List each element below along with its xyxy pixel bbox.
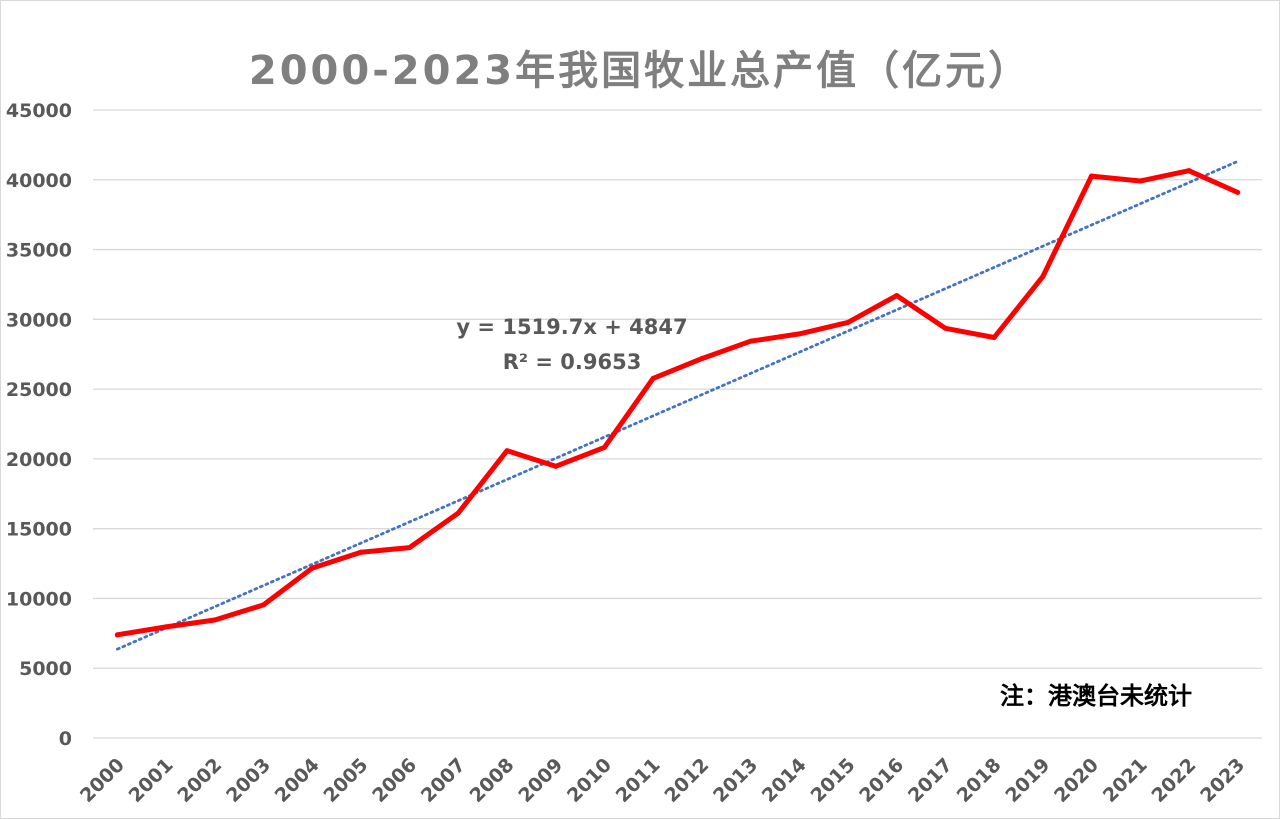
data-point (260, 602, 266, 608)
data-point (845, 319, 851, 325)
x-tick-label: 2006 (368, 754, 421, 807)
x-tick-label: 2020 (1050, 754, 1103, 807)
x-tick-label: 2015 (807, 754, 860, 807)
x-tick-label: 2011 (612, 754, 665, 807)
x-tick-label: 2010 (563, 754, 616, 807)
data-point (650, 375, 656, 381)
x-tick-label: 2012 (660, 754, 713, 807)
data-point (309, 565, 315, 571)
y-tick-label: 30000 (6, 309, 72, 331)
data-point (407, 545, 413, 551)
data-point (942, 325, 948, 331)
x-tick-label: 2018 (953, 754, 1006, 807)
x-tick-label: 2009 (514, 754, 567, 807)
chart-title: 2000-2023年我国牧业总产值（亿元） (248, 48, 1032, 94)
data-point (991, 335, 997, 341)
data-point (1186, 168, 1192, 174)
x-tick-label: 2002 (173, 754, 226, 807)
note-text: 注：港澳台未统计 (1000, 682, 1192, 710)
trendline (115, 159, 1240, 651)
data-point (796, 331, 802, 337)
x-tick-label: 2021 (1099, 754, 1152, 807)
data-point (358, 549, 364, 555)
data-points (114, 168, 1241, 638)
x-tick-label: 2014 (758, 754, 811, 807)
y-tick-label: 20000 (6, 449, 72, 471)
gridlines (93, 109, 1262, 739)
data-point (212, 617, 218, 623)
y-tick-label: 25000 (6, 379, 72, 401)
y-axis-ticks: 0 5000 10000 15000 20000 25000 30000 35000 40000… (6, 100, 72, 750)
x-tick-label: 2008 (466, 754, 519, 807)
y-tick-label: 0 (59, 728, 72, 750)
x-tick-label: 2001 (125, 754, 178, 807)
x-tick-label: 2016 (855, 754, 908, 807)
data-point (114, 632, 120, 638)
data-point (601, 444, 607, 450)
x-tick-label: 2004 (271, 754, 324, 807)
x-tick-label: 2003 (222, 754, 275, 807)
series-line (114, 168, 1241, 638)
data-point (1137, 178, 1143, 184)
x-tick-label: 2013 (709, 754, 762, 807)
trendline-equation: y = 1519.7x + 4847 (456, 315, 687, 339)
data-point (504, 448, 510, 454)
data-point (1089, 173, 1095, 179)
y-tick-label: 40000 (6, 170, 72, 192)
data-point (894, 293, 900, 299)
data-point (1235, 189, 1241, 195)
y-tick-label: 10000 (6, 588, 72, 610)
x-tick-label: 2023 (1196, 754, 1249, 807)
y-tick-label: 5000 (19, 658, 72, 680)
x-tick-label: 2017 (904, 754, 957, 807)
y-tick-label: 45000 (6, 100, 72, 122)
x-tick-label: 2005 (319, 754, 372, 807)
x-axis-ticks: 2000200120022003200420052006200720082009… (76, 754, 1249, 807)
data-point (1040, 274, 1046, 280)
x-tick-label: 2019 (1001, 754, 1054, 807)
y-tick-label: 35000 (6, 240, 72, 262)
data-point (455, 510, 461, 516)
x-tick-label: 2022 (1148, 754, 1201, 807)
data-point (163, 624, 169, 630)
x-tick-label: 2000 (76, 754, 129, 807)
data-point (748, 338, 754, 344)
y-tick-label: 15000 (6, 519, 72, 541)
trendline-r-squared: R² = 0.9653 (503, 350, 642, 374)
x-tick-label: 2007 (417, 754, 470, 807)
data-point (699, 356, 705, 362)
data-point (553, 463, 559, 469)
